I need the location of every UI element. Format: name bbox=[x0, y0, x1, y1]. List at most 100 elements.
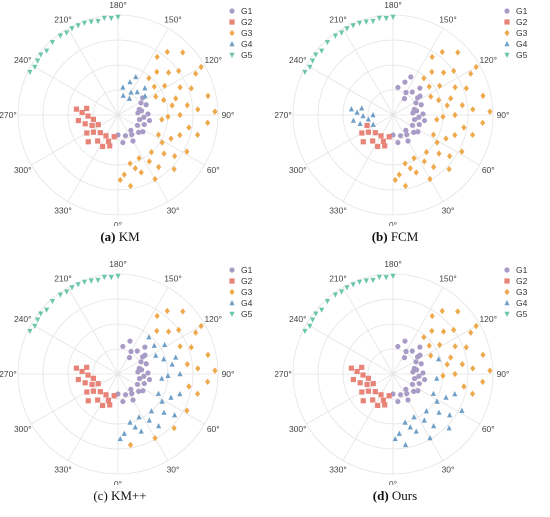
point-g1 bbox=[404, 132, 410, 138]
point-g3 bbox=[173, 95, 179, 102]
grid-spoke bbox=[117, 28, 169, 116]
point-g3 bbox=[184, 148, 190, 155]
point-g3 bbox=[396, 171, 402, 178]
point-g3 bbox=[421, 158, 427, 165]
point-g1 bbox=[143, 102, 149, 108]
theta-tick-label: 240° bbox=[14, 314, 32, 324]
point-g2 bbox=[111, 134, 117, 140]
point-g1 bbox=[122, 392, 129, 398]
point-g4 bbox=[430, 390, 437, 396]
point-g2 bbox=[85, 113, 91, 119]
point-g1 bbox=[403, 348, 409, 355]
point-g5 bbox=[69, 26, 75, 32]
point-g3 bbox=[212, 367, 218, 374]
legend-label-g5: G5 bbox=[516, 309, 528, 319]
caption-km: (a) KM bbox=[0, 229, 240, 245]
point-g1 bbox=[138, 100, 144, 106]
point-g4 bbox=[354, 109, 360, 115]
point-g3 bbox=[193, 329, 199, 336]
point-g5 bbox=[49, 39, 56, 46]
point-g1 bbox=[403, 89, 409, 96]
point-g5 bbox=[350, 23, 356, 29]
grid-spoke bbox=[31, 323, 119, 375]
point-g4 bbox=[133, 73, 139, 80]
panel-kmpp: 0° 30° 60° 90° 120° 150° 180° 210° 240° 270° 300° 3… bbox=[0, 259, 275, 517]
point-g1 bbox=[409, 348, 415, 354]
point-g2 bbox=[79, 368, 85, 375]
point-g3 bbox=[436, 150, 442, 157]
point-g4 bbox=[357, 120, 363, 126]
point-g4 bbox=[142, 93, 148, 99]
caption-fcm: (b) FCM bbox=[275, 229, 515, 245]
point-g1 bbox=[128, 127, 134, 133]
point-g1 bbox=[409, 89, 415, 95]
point-g2 bbox=[370, 397, 376, 403]
point-g5 bbox=[88, 19, 94, 25]
point-g4 bbox=[452, 391, 458, 397]
point-g5 bbox=[27, 69, 33, 76]
point-g1 bbox=[395, 84, 401, 91]
point-g2 bbox=[84, 130, 90, 136]
point-g1 bbox=[136, 129, 142, 135]
point-g5 bbox=[38, 311, 44, 317]
point-g3 bbox=[451, 67, 457, 75]
point-g4 bbox=[148, 408, 155, 414]
point-g3 bbox=[205, 351, 211, 359]
point-g4 bbox=[159, 398, 165, 404]
point-g3 bbox=[431, 163, 437, 171]
point-g2 bbox=[354, 368, 360, 375]
point-g3 bbox=[444, 361, 450, 368]
theta-tick-label: 30° bbox=[442, 205, 455, 215]
theta-tick-label: 300° bbox=[289, 165, 307, 175]
legend-label-g1: G1 bbox=[516, 265, 528, 275]
theta-tick-label: 330° bbox=[54, 464, 72, 474]
point-g3 bbox=[426, 83, 432, 90]
point-g3 bbox=[470, 365, 476, 372]
point-g4 bbox=[370, 121, 376, 127]
polar-chart-km: 0° 30° 60° 90° 120° 150° 180° 210° 240° 270° 300° 3… bbox=[0, 0, 253, 226]
point-g2 bbox=[105, 397, 112, 403]
point-g2 bbox=[90, 116, 96, 122]
point-g3 bbox=[154, 68, 160, 76]
point-g5 bbox=[390, 273, 396, 279]
point-g4 bbox=[402, 441, 409, 448]
point-g4 bbox=[434, 398, 440, 404]
legend-marker-g2 bbox=[229, 278, 235, 284]
point-g3 bbox=[186, 124, 192, 131]
point-g3 bbox=[154, 53, 160, 61]
legend-marker-g1 bbox=[229, 267, 235, 273]
point-g2 bbox=[97, 389, 103, 395]
point-g3 bbox=[171, 424, 177, 432]
point-g2 bbox=[89, 122, 95, 129]
point-g3 bbox=[455, 308, 461, 315]
point-g2 bbox=[370, 381, 376, 387]
point-g1 bbox=[408, 74, 414, 80]
theta-tick-label: 90° bbox=[497, 369, 510, 379]
point-g5 bbox=[63, 30, 70, 36]
legend-marker-g4 bbox=[504, 300, 510, 306]
point-g3 bbox=[440, 113, 446, 120]
point-g3 bbox=[430, 131, 437, 138]
point-g3 bbox=[164, 307, 170, 315]
point-g3 bbox=[455, 49, 461, 56]
point-g3 bbox=[402, 182, 409, 190]
point-g2 bbox=[359, 130, 365, 136]
point-g1 bbox=[146, 117, 153, 124]
point-g3 bbox=[411, 154, 417, 162]
legend-label-g2: G2 bbox=[241, 17, 253, 27]
point-g1 bbox=[417, 344, 423, 350]
point-g1 bbox=[418, 361, 424, 367]
theta-tick-label: 30° bbox=[442, 464, 455, 474]
theta-tick-label: 0° bbox=[114, 220, 122, 226]
legend-label-g1: G1 bbox=[241, 6, 253, 16]
point-g5 bbox=[101, 15, 107, 21]
point-g2 bbox=[85, 398, 91, 404]
legend-marker-g3 bbox=[504, 288, 510, 296]
point-g4 bbox=[392, 435, 398, 442]
point-g2 bbox=[85, 372, 91, 378]
point-g2 bbox=[90, 375, 96, 381]
point-g5 bbox=[32, 64, 38, 70]
point-g3 bbox=[452, 111, 458, 119]
point-g3 bbox=[452, 370, 458, 378]
point-g5 bbox=[108, 275, 114, 281]
